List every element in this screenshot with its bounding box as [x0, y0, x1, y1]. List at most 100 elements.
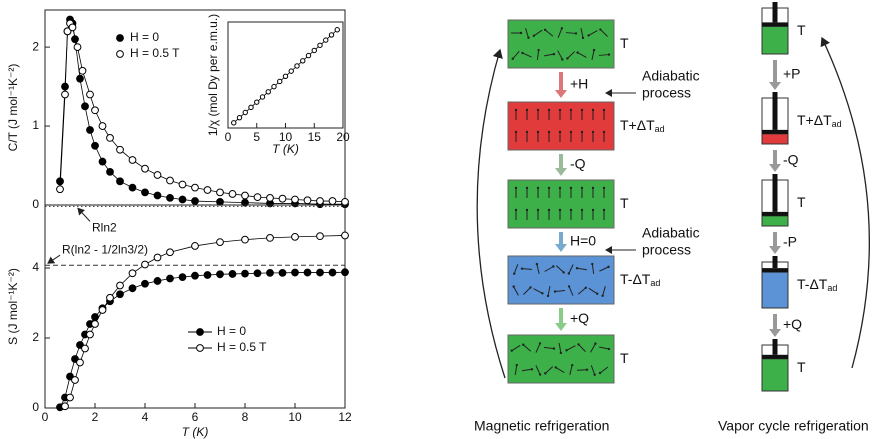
data-point	[277, 78, 283, 85]
spin-tip	[529, 286, 532, 289]
spin	[599, 366, 609, 374]
spin	[544, 266, 554, 272]
spin-tip	[513, 272, 516, 275]
piston	[762, 354, 788, 359]
magnet-block	[507, 101, 615, 151]
data-point	[242, 109, 248, 116]
data-point	[266, 193, 274, 202]
x-tick-label: 5	[253, 130, 260, 144]
state-label: T	[620, 35, 629, 51]
note-label: process	[642, 242, 691, 258]
spin-tip	[562, 271, 565, 274]
data-point	[253, 193, 262, 202]
note-label: Adiabatic	[642, 225, 700, 241]
x-tick-label: 2	[92, 410, 99, 424]
spin-tip	[607, 265, 610, 269]
spin-tip	[591, 186, 595, 190]
spin-tip	[525, 208, 529, 212]
spin	[521, 368, 533, 372]
spin-tip	[602, 186, 606, 190]
data-point	[328, 32, 335, 38]
spin-tip	[546, 294, 550, 298]
x-axis-label: T (K)	[182, 425, 209, 439]
spin	[568, 286, 574, 296]
data-point	[282, 73, 289, 79]
spin-tip	[591, 108, 595, 112]
data-point	[128, 183, 137, 192]
data-point	[128, 269, 137, 278]
spin-tip	[569, 208, 573, 212]
spin-tip	[558, 108, 562, 112]
data-point	[63, 27, 72, 36]
data-point	[341, 231, 349, 240]
plot-frame	[44, 9, 346, 206]
data-point	[288, 68, 294, 74]
spin-tip	[514, 108, 518, 112]
spin	[567, 51, 575, 59]
step-label: +H	[570, 76, 588, 92]
spin-tip	[525, 130, 529, 134]
data-point	[153, 277, 162, 285]
y-axis-label: 1/χ (mol Dy per e.m.u.)	[206, 14, 220, 136]
spin-tip	[541, 292, 544, 295]
data-point	[203, 271, 212, 279]
label-sub: ad	[827, 283, 837, 293]
spin	[523, 287, 531, 295]
data-point	[216, 270, 224, 279]
data-point	[76, 74, 84, 83]
x-tick-label: 20	[336, 130, 350, 144]
legend-label: H = 0	[217, 324, 246, 338]
data-point	[106, 133, 114, 142]
plot-frame	[44, 204, 346, 409]
series-line	[64, 235, 346, 407]
spin	[599, 346, 609, 350]
step-head	[555, 244, 567, 252]
data-point	[71, 376, 79, 384]
spin-tip	[543, 28, 547, 32]
spin-tip	[567, 272, 571, 275]
spin	[577, 287, 587, 295]
spin-tip	[607, 347, 611, 351]
spin-tip	[602, 208, 606, 212]
data-point	[191, 271, 199, 280]
spin	[558, 342, 562, 354]
data-point	[317, 42, 323, 48]
data-point	[259, 94, 266, 100]
spin-tip	[514, 208, 518, 212]
spin-tip	[535, 262, 539, 266]
data-point	[166, 248, 174, 257]
data-point	[141, 279, 149, 288]
cycle-arrow	[820, 36, 870, 369]
spin-tip	[607, 53, 611, 56]
data-point	[341, 268, 349, 277]
piston-rod	[772, 256, 778, 269]
spin	[576, 267, 588, 271]
spin-tip	[527, 36, 530, 39]
data-point	[178, 273, 187, 282]
spin-tip	[519, 31, 523, 35]
spin-tip	[580, 186, 584, 190]
data-point	[81, 102, 89, 111]
spin	[590, 343, 596, 353]
piston	[762, 268, 788, 273]
spin-tip	[558, 130, 562, 134]
step-label: +Q	[783, 316, 802, 332]
spin-tip	[536, 208, 540, 212]
state-label: T-ΔTad	[797, 276, 837, 294]
x-tick-label: 6	[192, 410, 199, 424]
spin-tip	[595, 292, 599, 295]
data-point	[191, 197, 199, 205]
fluid	[761, 271, 789, 309]
data-point	[216, 197, 224, 206]
data-point	[56, 185, 64, 194]
state-label: T-ΔTad	[620, 271, 660, 289]
spin-tip	[584, 286, 588, 289]
spin-tip	[567, 285, 571, 288]
fluid	[761, 25, 789, 55]
data-point	[203, 186, 212, 194]
data-point	[116, 281, 124, 290]
data-point	[241, 191, 249, 200]
spin-tip	[530, 368, 534, 371]
spin-tip	[547, 108, 551, 112]
state-label: T	[797, 194, 806, 210]
